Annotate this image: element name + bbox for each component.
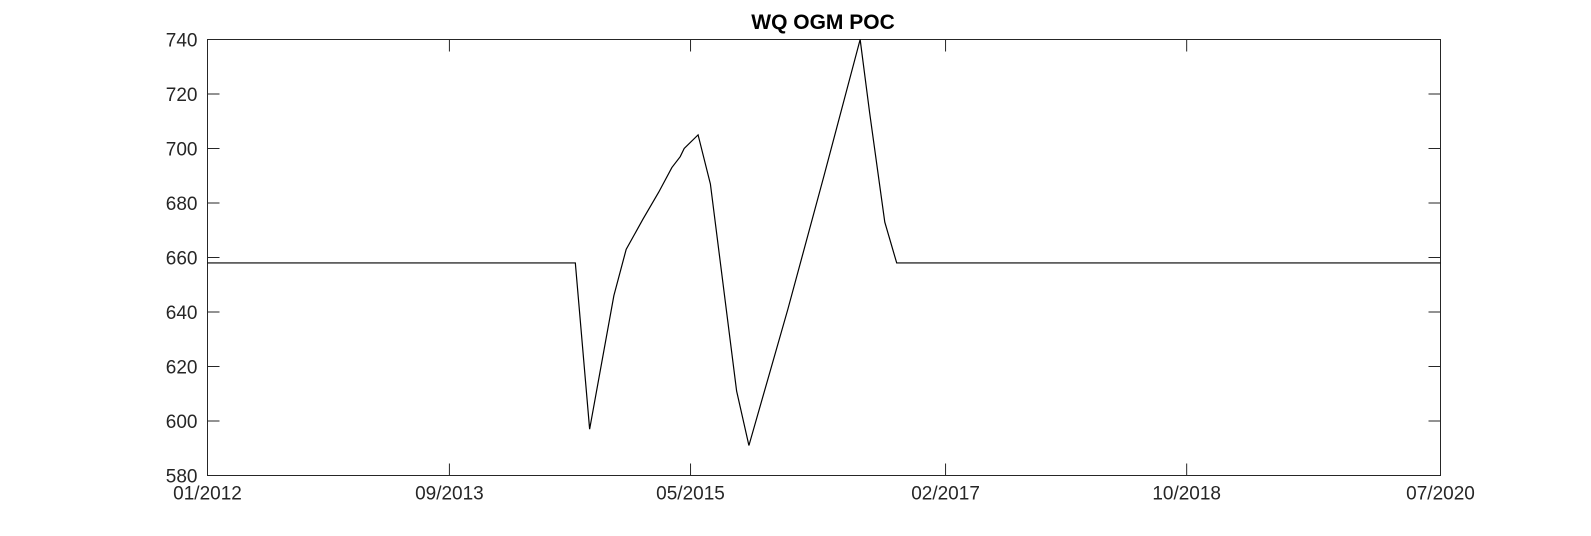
chart-title: WQ OGM POC: [751, 11, 895, 34]
y-tick-label: 620: [166, 358, 198, 379]
x-tick-label: 09/2013: [415, 484, 484, 505]
y-tick-label: 720: [166, 85, 198, 106]
y-tick-label: 600: [166, 412, 198, 433]
x-axis: 01/2012 09/2013 05/2015 02/2017 10/2018 07/20…: [173, 39, 1475, 505]
x-tick-label: 07/2020: [1406, 484, 1475, 505]
plot-area: [207, 39, 1441, 476]
y-tick-label: 700: [166, 140, 198, 161]
y-axis: 580 600 620 640 660 680 700 720 740: [166, 31, 1441, 488]
series-line: [207, 39, 1441, 446]
y-tick-label: 680: [166, 194, 198, 215]
x-tick-label: 10/2018: [1152, 484, 1221, 505]
x-tick-label: 01/2012: [173, 484, 242, 505]
x-tick-label: 05/2015: [656, 484, 725, 505]
y-tick-label: 640: [166, 303, 198, 324]
y-tick-label: 580: [166, 467, 198, 488]
y-tick-label: 740: [166, 31, 198, 52]
x-tick-label: 02/2017: [911, 484, 980, 505]
series-group: [207, 39, 1441, 446]
y-tick-label: 660: [166, 249, 198, 270]
